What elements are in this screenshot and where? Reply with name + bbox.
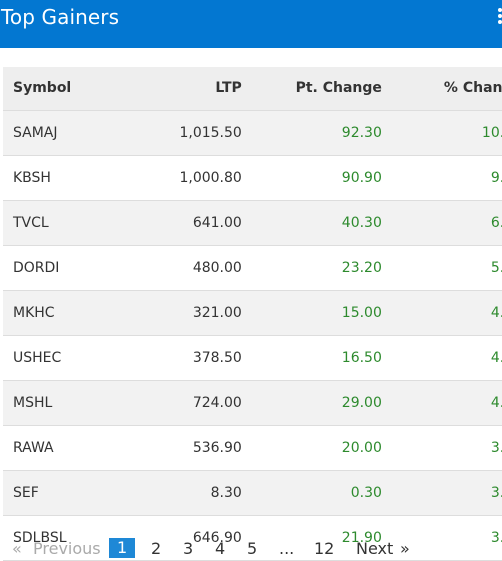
cell-pt-change: 15.00 xyxy=(241,290,383,336)
cell-symbol[interactable]: RAWA xyxy=(3,425,135,471)
cell-symbol[interactable]: SEF xyxy=(3,470,135,516)
cell-pt-change: 40.30 xyxy=(241,200,383,246)
cell-pct-change: 9.99 xyxy=(382,155,502,201)
column-header-pt-change[interactable]: Pt. Change xyxy=(241,67,383,111)
vertical-dots-icon[interactable] xyxy=(498,8,502,24)
cell-pct-change: 4.56 xyxy=(382,335,502,381)
cell-symbol[interactable]: SAMAJ xyxy=(3,110,135,156)
page-link-5[interactable]: 5 xyxy=(247,539,258,558)
next-page-link[interactable]: Next xyxy=(356,539,394,558)
cell-pt-change: 92.30 xyxy=(241,110,383,156)
cell-pt-change: 16.50 xyxy=(241,335,383,381)
column-header-symbol[interactable]: Symbol xyxy=(3,67,135,111)
cell-symbol[interactable]: TVCL xyxy=(3,200,135,246)
page-link-12[interactable]: 12 xyxy=(314,539,335,558)
page-link-1[interactable]: 1 xyxy=(109,538,136,558)
previous-arrow-icon[interactable]: « xyxy=(12,539,22,558)
cell-pt-change: 23.20 xyxy=(241,245,383,291)
cell-pt-change: 29.00 xyxy=(241,380,383,426)
cell-ltp: 646.90 xyxy=(135,515,242,561)
cell-pct-change: 4.90 xyxy=(382,290,502,336)
page-link-3[interactable]: 3 xyxy=(183,539,194,558)
cell-ltp: 1,000.80 xyxy=(135,155,242,201)
cell-ltp: 480.00 xyxy=(135,245,242,291)
gainers-table-container: Symbol LTP Pt. Change % Change SAMAJ1,01… xyxy=(3,67,502,561)
cell-ltp: 724.00 xyxy=(135,380,242,426)
cell-pct-change: 6.71 xyxy=(382,200,502,246)
previous-page-link[interactable]: Previous xyxy=(33,539,101,558)
column-header-pct-change[interactable]: % Change xyxy=(382,67,502,111)
cell-ltp: 378.50 xyxy=(135,335,242,381)
next-arrow-icon[interactable]: » xyxy=(400,539,410,558)
cell-pct-change: 3.87 xyxy=(382,425,502,471)
cell-pct-change: 3.75 xyxy=(382,470,502,516)
cell-ltp: 641.00 xyxy=(135,200,242,246)
cell-pct-change: 5.08 xyxy=(382,245,502,291)
pagination: « Previous 1 2 3 4 5 ... 12 Next » xyxy=(0,537,502,559)
cell-symbol[interactable]: DORDI xyxy=(3,245,135,291)
cell-pct-change: 4.17 xyxy=(382,380,502,426)
cell-ltp: 8.30 xyxy=(135,470,242,516)
cell-symbol[interactable]: KBSH xyxy=(3,155,135,201)
cell-symbol[interactable]: MKHC xyxy=(3,290,135,336)
cell-ltp: 321.00 xyxy=(135,290,242,336)
cell-symbol[interactable]: MSHL xyxy=(3,380,135,426)
cell-symbol[interactable]: USHEC xyxy=(3,335,135,381)
page-ellipsis: ... xyxy=(279,539,295,558)
cell-pt-change: 0.30 xyxy=(241,470,383,516)
column-header-ltp[interactable]: LTP xyxy=(135,67,242,111)
page-link-4[interactable]: 4 xyxy=(215,539,226,558)
cell-pt-change: 90.90 xyxy=(241,155,383,201)
cell-pct-change: 10.00 xyxy=(382,110,502,156)
cell-ltp: 1,015.50 xyxy=(135,110,242,156)
table-header-row: Symbol LTP Pt. Change % Change xyxy=(3,67,502,111)
cell-pt-change: 20.00 xyxy=(241,425,383,471)
top-gainers-header: Top Gainers xyxy=(0,0,502,48)
gainers-table: Symbol LTP Pt. Change % Change SAMAJ1,01… xyxy=(3,67,502,561)
cell-ltp: 536.90 xyxy=(135,425,242,471)
page-link-2[interactable]: 2 xyxy=(151,539,162,558)
page-title: Top Gainers xyxy=(1,5,120,29)
